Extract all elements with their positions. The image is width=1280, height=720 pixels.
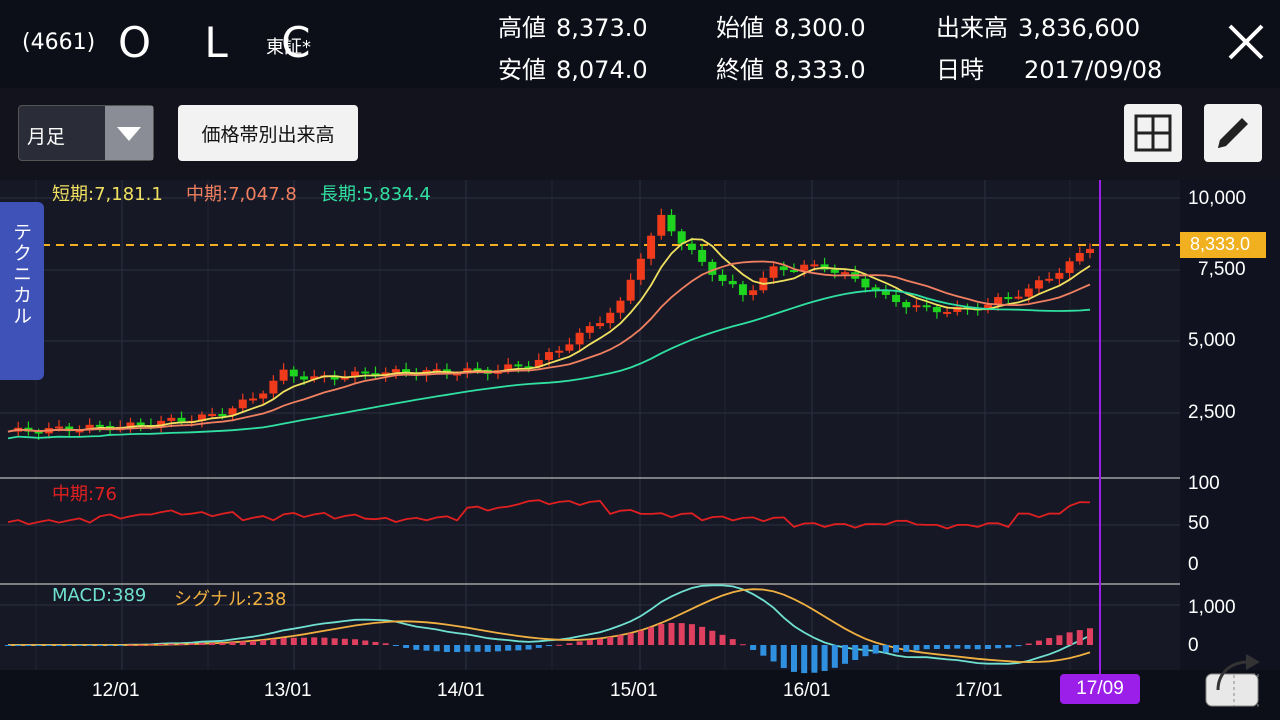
close-icon[interactable] bbox=[1226, 22, 1266, 62]
volume-by-price-button[interactable]: 価格帯別出来高 bbox=[178, 105, 358, 161]
period-label: 月足 bbox=[27, 126, 66, 148]
quote-volume: 出来高 3,836,600 bbox=[936, 14, 1141, 42]
rsi-axis-label: 100 bbox=[1188, 473, 1220, 494]
price-axis-label: 10,000 bbox=[1188, 188, 1247, 209]
stock-code: (4661) bbox=[22, 30, 96, 55]
macd-axis-label: 1,000 bbox=[1188, 597, 1236, 618]
legend-mid-ma: 中期:7,047.8 bbox=[186, 184, 297, 205]
x-axis-label: 14/01 bbox=[437, 680, 485, 701]
layout-grid-icon[interactable] bbox=[1124, 104, 1182, 162]
market-label: 東証* bbox=[266, 37, 311, 58]
price-axis-label: 5,000 bbox=[1188, 330, 1236, 351]
stock-name: O L C bbox=[118, 18, 331, 67]
x-axis-label: 17/01 bbox=[955, 680, 1003, 701]
legend-rsi: 中期:76 bbox=[52, 484, 117, 505]
indicator-lines bbox=[7, 238, 1091, 665]
macd-histogram bbox=[5, 622, 1093, 674]
quote-close: 終値 8,333.0 bbox=[716, 56, 866, 84]
quote-low: 安値 8,074.0 bbox=[498, 56, 648, 84]
legend-signal: シグナル:238 bbox=[174, 589, 287, 610]
chevron-down-icon[interactable] bbox=[105, 106, 153, 160]
current-date-tag: 17/09 bbox=[1060, 674, 1140, 704]
legend-short-ma: 短期:7,181.1 bbox=[52, 184, 163, 205]
header-bar: (4661) O L C 東証* 高値 8,373.0 始値 8,300.0 出来高… bbox=[0, 0, 1280, 88]
x-axis-label: 13/01 bbox=[264, 680, 312, 701]
macd-axis-label: 0 bbox=[1188, 635, 1199, 656]
x-axis-label: 12/01 bbox=[92, 680, 140, 701]
rsi-axis-label: 0 bbox=[1188, 554, 1199, 575]
x-axis-label: 15/01 bbox=[610, 680, 658, 701]
x-axis-label: 16/01 bbox=[783, 680, 831, 701]
technical-tab[interactable]: テクニカル bbox=[0, 202, 44, 380]
pencil-icon[interactable] bbox=[1204, 104, 1262, 162]
period-select[interactable]: 月足 bbox=[18, 105, 154, 161]
price-axis-label: 2,500 bbox=[1188, 402, 1236, 423]
quote-high: 高値 8,373.0 bbox=[498, 14, 648, 42]
legend-macd: MACD:389 bbox=[52, 585, 147, 606]
chart-canvas[interactable] bbox=[0, 180, 1280, 720]
quote-datetime: 日時 2017/09/08 bbox=[936, 56, 1163, 84]
current-price-tag: 8,333.0 bbox=[1180, 232, 1266, 258]
share-icon[interactable] bbox=[1204, 650, 1268, 708]
price-axis-label: 7,500 bbox=[1198, 259, 1246, 280]
rsi-axis-label: 50 bbox=[1188, 513, 1210, 534]
legend-long-ma: 長期:5,834.4 bbox=[320, 184, 431, 205]
quote-open: 始値 8,300.0 bbox=[716, 14, 866, 42]
